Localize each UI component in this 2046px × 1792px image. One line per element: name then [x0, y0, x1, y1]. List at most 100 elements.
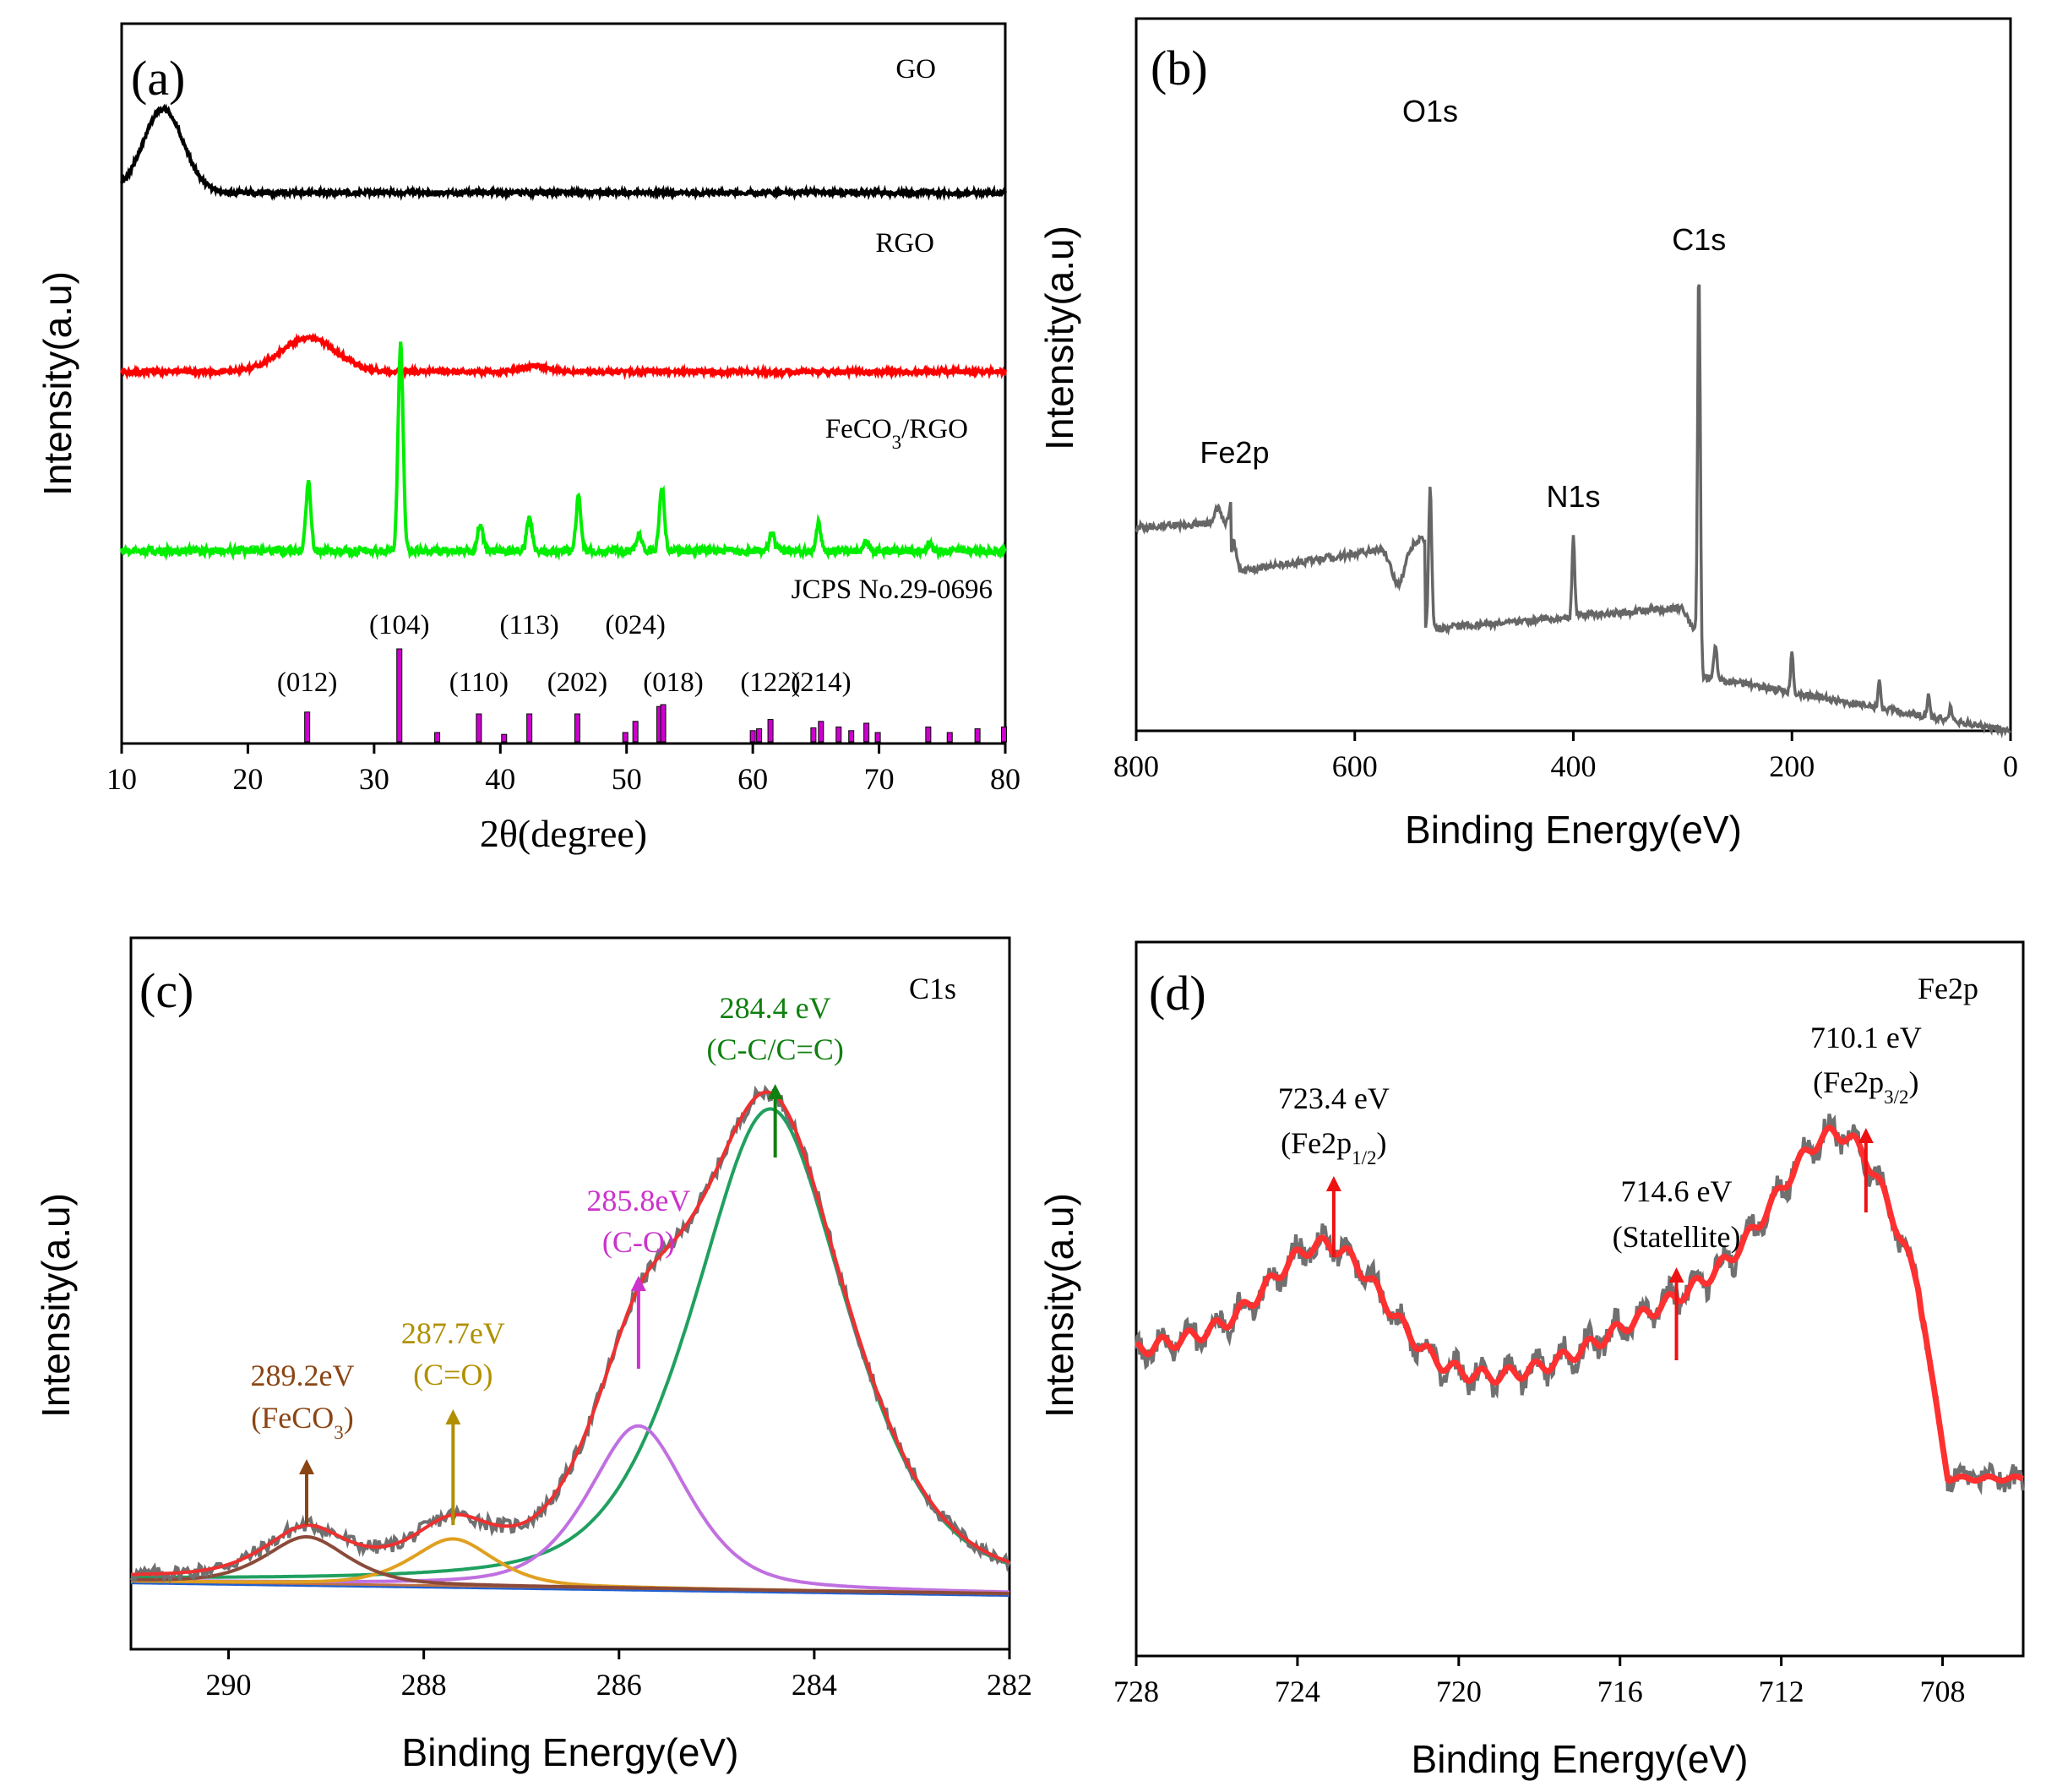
reference-line [874, 732, 881, 743]
reference-line [848, 730, 855, 743]
y-axis-title-a: Intensity(a.u) [35, 271, 79, 496]
panel-label-b: (b) [1151, 41, 1208, 95]
reference-line [925, 726, 932, 743]
peak-label: Fe2p [1200, 435, 1269, 470]
x-tick-label: 290 [206, 1668, 252, 1702]
x-tick-label: 600 [1332, 749, 1378, 783]
annotation-assignment: (Statellite) [1613, 1220, 1741, 1254]
x-tick-label: 30 [359, 762, 389, 796]
peak-label: C1s [1672, 222, 1726, 257]
panel-title-c: C1s [909, 972, 956, 1005]
annotation-assignment: (C-O) [602, 1225, 675, 1259]
x-tick-label: 60 [737, 762, 768, 796]
peak-label: O1s [1402, 94, 1458, 128]
annotation-arrow-head [299, 1459, 314, 1474]
panel-a: 10 20 30 40 50 60 70 80 (a) 2θ(degree) Intensity(a… [35, 22, 1020, 855]
annotation-assignment: (C-C/C=C) [707, 1032, 844, 1066]
component-line [131, 1535, 1009, 1596]
panel-b: 800 600 400 200 0 (b) Binding Energy(eV) Intens… [1037, 17, 2018, 852]
x-tick-label: 284 [792, 1668, 837, 1702]
annotation-assignment: (C=O) [413, 1358, 492, 1392]
annotation-energy: 289.2eV [251, 1359, 355, 1392]
annotation-arrow-head [1668, 1267, 1684, 1283]
x-axis-title-b: Binding Energy(eV) [1405, 808, 1742, 852]
panel-label-a: (a) [131, 51, 185, 106]
plot-frame-d [1135, 940, 2025, 1658]
survey-line [1135, 284, 2012, 739]
reference-line [974, 728, 981, 743]
series-label: FeCO3/RGO [825, 414, 968, 453]
x-axis-title-a: 2θ(degree) [480, 812, 647, 855]
annotation-energy: 287.7eV [401, 1316, 505, 1350]
fit-envelope-line [130, 1090, 1010, 1577]
reference-line [810, 727, 817, 743]
hkl-label: (104) [369, 610, 429, 640]
component-line [130, 1424, 1009, 1594]
raw-data-line [1135, 1113, 2025, 1495]
reference-line [396, 648, 403, 743]
annotation-energy: 710.1 eV [1810, 1021, 1922, 1054]
fit-envelope-line [1135, 1125, 2025, 1484]
annotation-assignment: (Fe2p3/2) [1813, 1065, 1918, 1108]
x-tick-label: 712 [1759, 1675, 1804, 1708]
background-line [130, 1582, 1009, 1597]
panel-title-d: Fe2p [1918, 972, 1978, 1005]
annotation-energy: 284.4 eV [720, 991, 831, 1025]
y-axis-title-d: Intensity(a.u) [1037, 1193, 1081, 1418]
hkl-label: (024) [605, 610, 665, 640]
plot-frame-b [1135, 17, 2012, 733]
reference-line [304, 711, 311, 743]
reference-line [632, 721, 639, 743]
plot-frame-c [129, 936, 1011, 1651]
panel-c: 290 288 286 284 282 (c) C1s Binding Energy(eV) I… [34, 936, 1032, 1774]
panel-d: 728 724 720 716 712 708 (d) Fe2p Binding Energy(… [1037, 940, 2025, 1781]
annotation-energy: 714.6 eV [1621, 1174, 1733, 1208]
hkl-label: (122) [740, 667, 800, 698]
x-tick-label: 286 [596, 1668, 642, 1702]
series-line [120, 341, 1007, 562]
reference-line [1001, 726, 1008, 743]
reference-line [526, 713, 533, 743]
hkl-label: (110) [449, 667, 509, 698]
x-tick-label: 80 [990, 762, 1020, 796]
x-tick-label: 282 [987, 1668, 1032, 1702]
reference-line [946, 732, 953, 743]
reference-line [622, 732, 628, 743]
reference-line [574, 713, 580, 743]
reference-line [767, 719, 774, 743]
hkl-label: (214) [791, 667, 851, 698]
annotation-arrow-head [767, 1084, 783, 1099]
reference-line [660, 704, 667, 743]
y-axis-title-c: Intensity(a.u) [34, 1193, 78, 1418]
reference-line [835, 726, 842, 743]
reference-line [756, 728, 763, 743]
x-tick-label: 800 [1113, 749, 1159, 783]
x-tick-label: 50 [612, 762, 642, 796]
annotation-arrow-head [630, 1276, 646, 1291]
x-axis-title-c: Binding Energy(eV) [402, 1730, 739, 1774]
series-label: RGO [875, 228, 934, 259]
x-tick-label: 70 [864, 762, 895, 796]
reference-line [476, 713, 482, 743]
x-tick-label: 400 [1551, 749, 1597, 783]
hkl-label: (202) [547, 667, 607, 698]
reference-line [863, 722, 870, 743]
reference-line [749, 730, 756, 743]
x-tick-label: 728 [1113, 1675, 1159, 1708]
reference-line [818, 721, 824, 743]
series-line [120, 103, 1007, 202]
raw-data-line [129, 1084, 1011, 1583]
x-tick-label: 708 [1920, 1675, 1966, 1708]
annotation-energy: 285.8eV [586, 1184, 690, 1217]
y-axis-title-b: Intensity(a.u) [1037, 226, 1081, 450]
x-tick-label: 40 [485, 762, 515, 796]
reference-line [434, 732, 441, 743]
hkl-label: (018) [643, 667, 703, 698]
panel-label-c: (c) [139, 963, 193, 1018]
reference-label: JCPS No.29-0696 [792, 575, 993, 605]
component-line [131, 1107, 1010, 1579]
peak-label: N1s [1546, 479, 1600, 514]
series-line [120, 332, 1007, 381]
annotation-assignment: (FeCO3) [251, 1401, 354, 1443]
